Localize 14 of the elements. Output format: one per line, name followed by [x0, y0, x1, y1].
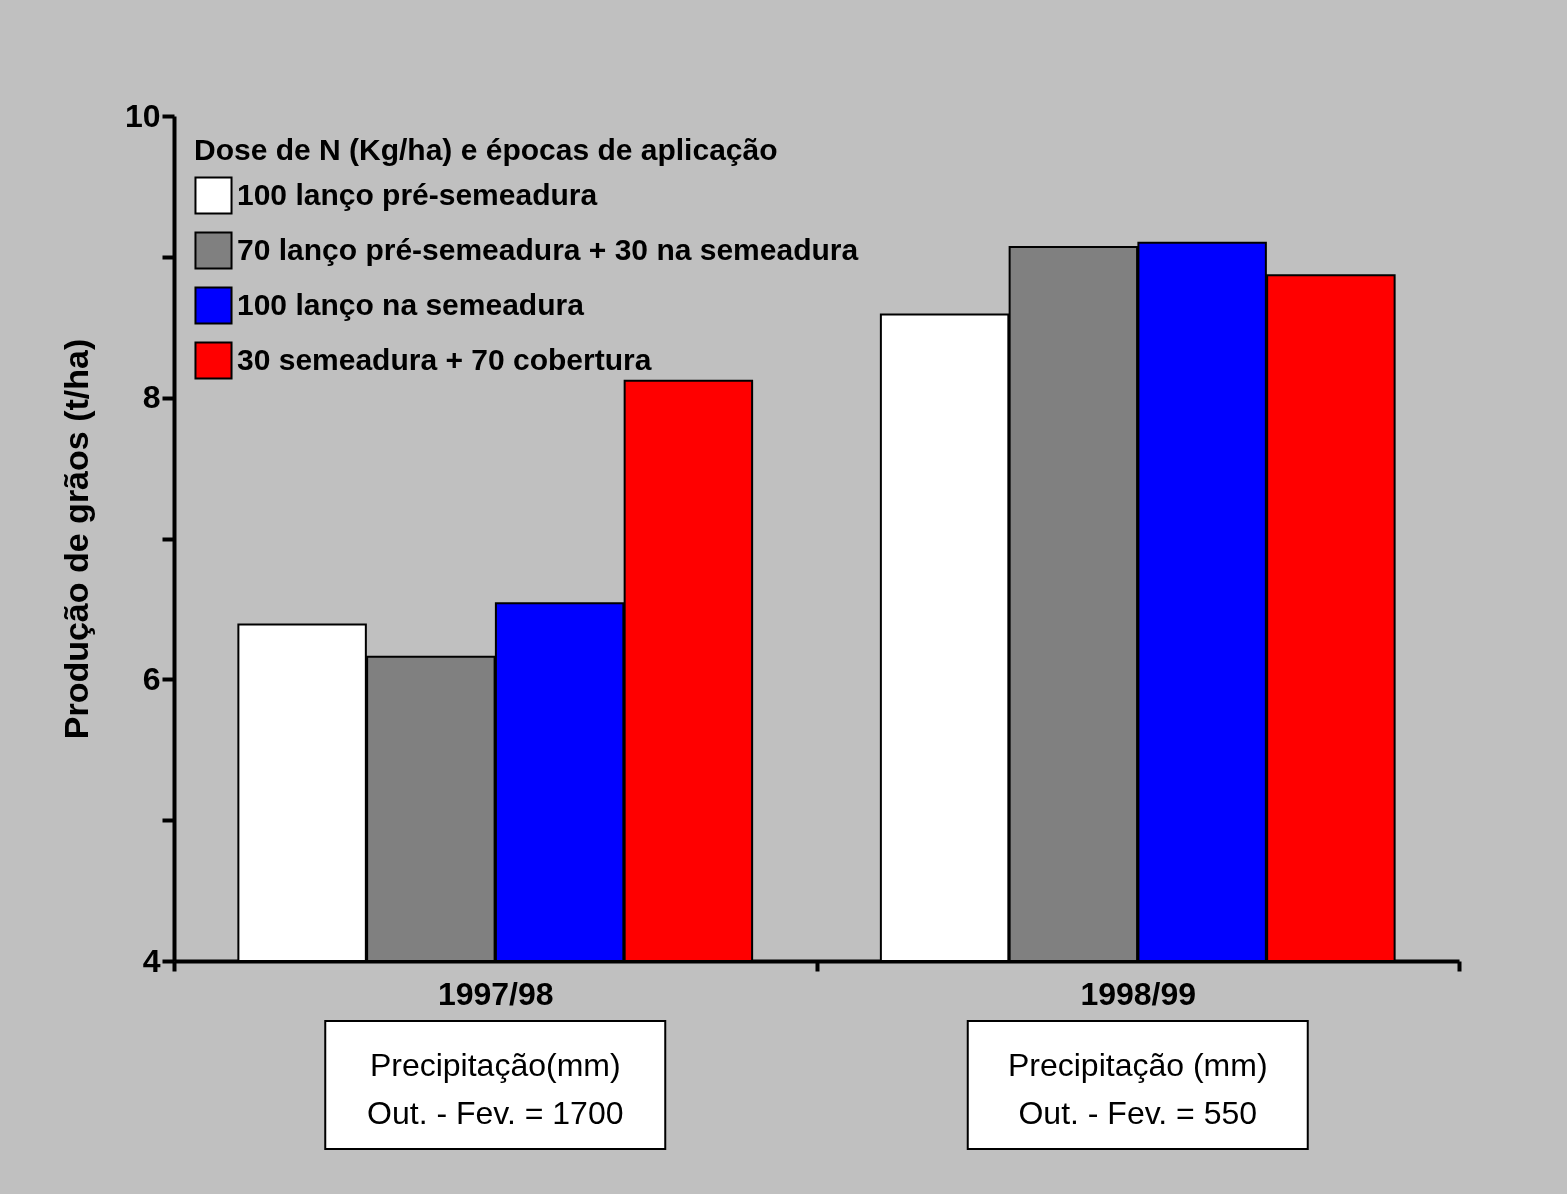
y-tick-label: 4 [142, 942, 161, 979]
y-tick-label: 6 [142, 660, 161, 697]
x-tick-label: 1997/98 [437, 975, 554, 1012]
x-tick-label: 1998/99 [1080, 975, 1197, 1012]
legend-title: Dose de N (Kg/ha) e épocas de aplicação [194, 133, 778, 166]
y-axis-title: Produção de grãos (t/ha) [56, 338, 95, 740]
legend-label: 100 lanço na semeadura [237, 287, 585, 321]
y-tick-label: 10 [124, 97, 161, 134]
y-tick-label: 8 [142, 379, 161, 416]
legend-label: 30 semeadura + 70 cobertura [237, 342, 652, 376]
text: Precipitação (mm) Out. - Fev. = 550 [1007, 1047, 1268, 1131]
legend-label: 70 lanço pré-semeadura + 30 na semeadura [237, 232, 859, 266]
text: Precipitação(mm) Out. - Fev. = 1700 [367, 1047, 624, 1131]
legend-label: 100 lanço pré-semeadura [237, 177, 598, 211]
